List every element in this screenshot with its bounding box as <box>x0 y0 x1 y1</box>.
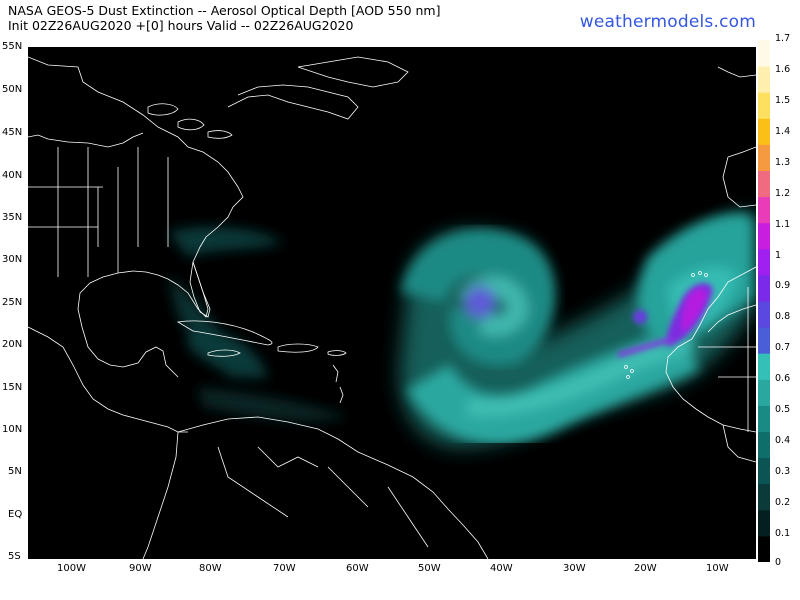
colorbar-label: 0.7 <box>775 342 791 353</box>
colorbar-label: 0 <box>775 557 782 568</box>
colorbar-label: 1.2 <box>775 188 791 199</box>
colorbar-label: 0.4 <box>775 435 791 446</box>
colorbar-swatch <box>758 327 770 354</box>
colorbar-label: 1.7 <box>775 33 791 44</box>
colorbar <box>758 40 770 562</box>
colorbar-label: 1.3 <box>775 157 791 168</box>
colorbar-swatch <box>758 40 770 67</box>
dust-swirl <box>401 229 555 366</box>
brand-link[interactable]: weathermodels.com <box>579 12 756 32</box>
colorbar-label: 1.4 <box>775 126 791 137</box>
lat-label: 35N <box>2 212 23 223</box>
dust-core <box>617 283 713 358</box>
lon-label: 80W <box>199 563 222 574</box>
lon-label: 100W <box>57 563 86 574</box>
lat-label: 5S <box>8 551 21 562</box>
colorbar-label: 0.9 <box>775 280 791 291</box>
colorbar-swatch <box>758 379 770 406</box>
colorbar-label: 1.6 <box>775 64 791 75</box>
dust-band <box>406 324 700 445</box>
lat-label: 25N <box>2 297 23 308</box>
title-line-1: NASA GEOS-5 Dust Extinction -- Aerosol O… <box>8 3 441 18</box>
colorbar-label: 1.1 <box>775 219 791 230</box>
lon-label: 70W <box>273 563 296 574</box>
lat-label: 5N <box>8 466 22 477</box>
colorbar-swatch <box>758 431 770 459</box>
lat-label: 55N <box>2 41 23 52</box>
colorbar-label: 1.5 <box>775 95 791 106</box>
lat-label: 45N <box>2 127 23 138</box>
colorbar-swatch <box>758 274 770 302</box>
lat-label: 20N <box>2 339 23 350</box>
colorbar-label: 0.6 <box>775 373 791 384</box>
colorbar-swatch <box>758 483 770 511</box>
colorbar-label: 1 <box>775 250 782 261</box>
lat-label: EQ <box>8 509 23 520</box>
colorbar-swatch <box>758 66 770 93</box>
lon-label: 30W <box>563 563 586 574</box>
colorbar-label: 0.5 <box>775 404 791 415</box>
dust-field-west <box>168 226 348 422</box>
colorbar-swatch <box>758 535 770 562</box>
colorbar-swatch <box>758 353 770 380</box>
colorbar-label: 0.3 <box>775 466 791 477</box>
colorbar-swatch <box>758 118 770 145</box>
coastlines <box>28 56 756 559</box>
colorbar-label: 0.8 <box>775 311 791 322</box>
lat-label: 30N <box>2 254 23 265</box>
colorbar-swatch <box>758 457 770 485</box>
colorbar-swatch <box>758 509 770 537</box>
lon-label: 40W <box>490 563 513 574</box>
map-canvas <box>28 47 756 559</box>
colorbar-swatch <box>758 196 770 224</box>
colorbar-label: 0.1 <box>775 528 791 539</box>
colorbar-swatch <box>758 301 770 328</box>
colorbar-swatch <box>758 222 770 250</box>
colorbar-swatch <box>758 92 770 119</box>
lat-label: 10N <box>2 424 23 435</box>
lon-label: 60W <box>346 563 369 574</box>
lon-label: 10W <box>706 563 729 574</box>
title-line-2: Init 02Z26AUG2020 +[0] hours Valid -- 02… <box>8 18 354 33</box>
lon-label: 90W <box>129 563 152 574</box>
lon-label: 20W <box>634 563 657 574</box>
colorbar-swatch <box>758 170 770 198</box>
colorbar-swatch <box>758 144 770 171</box>
lon-label: 50W <box>418 563 441 574</box>
map-title: NASA GEOS-5 Dust Extinction -- Aerosol O… <box>8 3 440 33</box>
lat-label: 40N <box>2 170 23 181</box>
colorbar-swatch <box>758 405 770 432</box>
lat-label: 15N <box>2 382 23 393</box>
lat-label: 50N <box>2 84 23 95</box>
colorbar-swatch <box>758 248 770 276</box>
colorbar-label: 0.2 <box>775 497 791 508</box>
